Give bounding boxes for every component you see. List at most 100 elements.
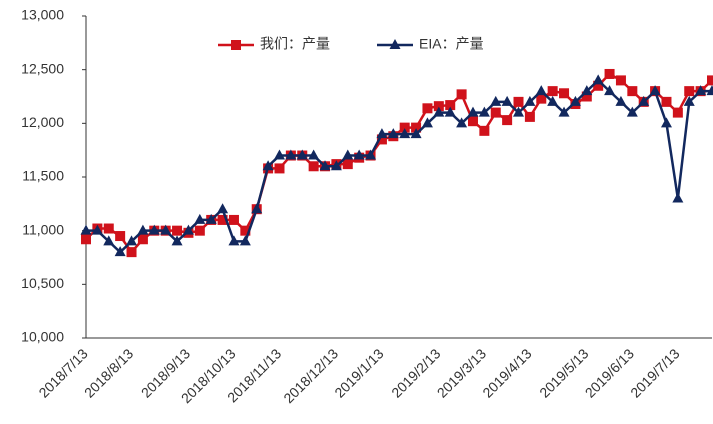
marker [524, 111, 535, 122]
marker [239, 235, 251, 246]
marker [296, 149, 308, 160]
marker [581, 91, 592, 102]
marker [433, 106, 445, 117]
marker [376, 134, 387, 145]
marker [114, 246, 126, 257]
marker [376, 128, 388, 139]
marker [467, 116, 478, 127]
y-tick-label: 10,500 [21, 275, 64, 291]
marker [524, 95, 536, 106]
marker [627, 86, 638, 97]
legend-marker [389, 39, 401, 49]
x-tick-label: 2018/12/13 [280, 345, 341, 406]
marker [478, 106, 490, 117]
marker [558, 106, 570, 117]
marker [217, 214, 228, 225]
y-tick-label: 10,000 [21, 329, 64, 345]
marker [490, 107, 501, 118]
marker [387, 128, 399, 139]
legend-marker [231, 40, 241, 50]
marker [228, 214, 239, 225]
marker [559, 88, 570, 99]
marker [217, 203, 229, 214]
marker [695, 85, 707, 96]
marker [228, 235, 240, 246]
y-tick-label: 11,500 [22, 168, 64, 184]
x-tick-label: 2018/8/13 [81, 345, 137, 401]
marker [194, 213, 206, 224]
marker [319, 160, 331, 171]
marker [604, 68, 615, 79]
marker [103, 223, 114, 234]
marker [240, 225, 251, 236]
marker [194, 225, 205, 236]
marker [456, 117, 468, 128]
x-tick-label: 2019/4/13 [479, 345, 535, 401]
marker [399, 122, 410, 133]
x-tick-label: 2019/1/13 [331, 345, 387, 401]
marker [148, 224, 160, 235]
x-tick-label: 2019/7/13 [627, 345, 683, 401]
y-tick-label: 11,000 [22, 221, 64, 237]
marker [536, 93, 547, 104]
marker [593, 80, 604, 91]
marker [262, 160, 274, 171]
marker [479, 125, 490, 136]
marker [467, 106, 479, 117]
marker [171, 235, 183, 246]
marker [330, 160, 342, 171]
marker [649, 85, 661, 96]
marker [411, 122, 422, 133]
marker [615, 75, 626, 86]
marker [205, 213, 217, 224]
marker [342, 159, 353, 170]
marker [137, 224, 149, 235]
marker [410, 128, 422, 139]
marker [683, 95, 695, 106]
marker [285, 149, 297, 160]
legend-label: EIA：产量 [419, 36, 484, 52]
marker [502, 115, 513, 126]
marker [581, 85, 593, 96]
marker [638, 95, 650, 106]
marker [433, 101, 444, 112]
marker [661, 96, 672, 107]
marker [399, 128, 411, 139]
marker [365, 149, 377, 160]
marker [672, 192, 684, 203]
marker [115, 231, 126, 242]
marker [80, 224, 92, 235]
marker [81, 234, 91, 245]
marker [308, 161, 319, 172]
marker [103, 235, 115, 246]
marker [547, 86, 558, 97]
marker [706, 85, 713, 96]
y-tick-label: 12,500 [21, 60, 64, 76]
marker [626, 106, 638, 117]
marker [672, 107, 683, 118]
y-tick-label: 12,000 [21, 114, 64, 130]
marker [604, 85, 616, 96]
marker [172, 225, 183, 236]
marker [308, 149, 320, 160]
marker [126, 235, 138, 246]
marker [342, 149, 354, 160]
marker [547, 95, 559, 106]
marker [273, 149, 285, 160]
marker [513, 96, 524, 107]
marker [274, 163, 285, 174]
marker [137, 234, 148, 245]
legend-label: 我们：产量 [260, 36, 330, 52]
marker [684, 86, 695, 97]
marker [569, 95, 581, 106]
marker [182, 224, 194, 235]
marker [353, 149, 365, 160]
marker [421, 117, 433, 128]
marker [445, 100, 456, 111]
y-tick-label: 13,000 [21, 7, 64, 23]
marker [91, 224, 103, 235]
marker [422, 103, 433, 114]
marker [660, 117, 672, 128]
marker [535, 85, 547, 96]
